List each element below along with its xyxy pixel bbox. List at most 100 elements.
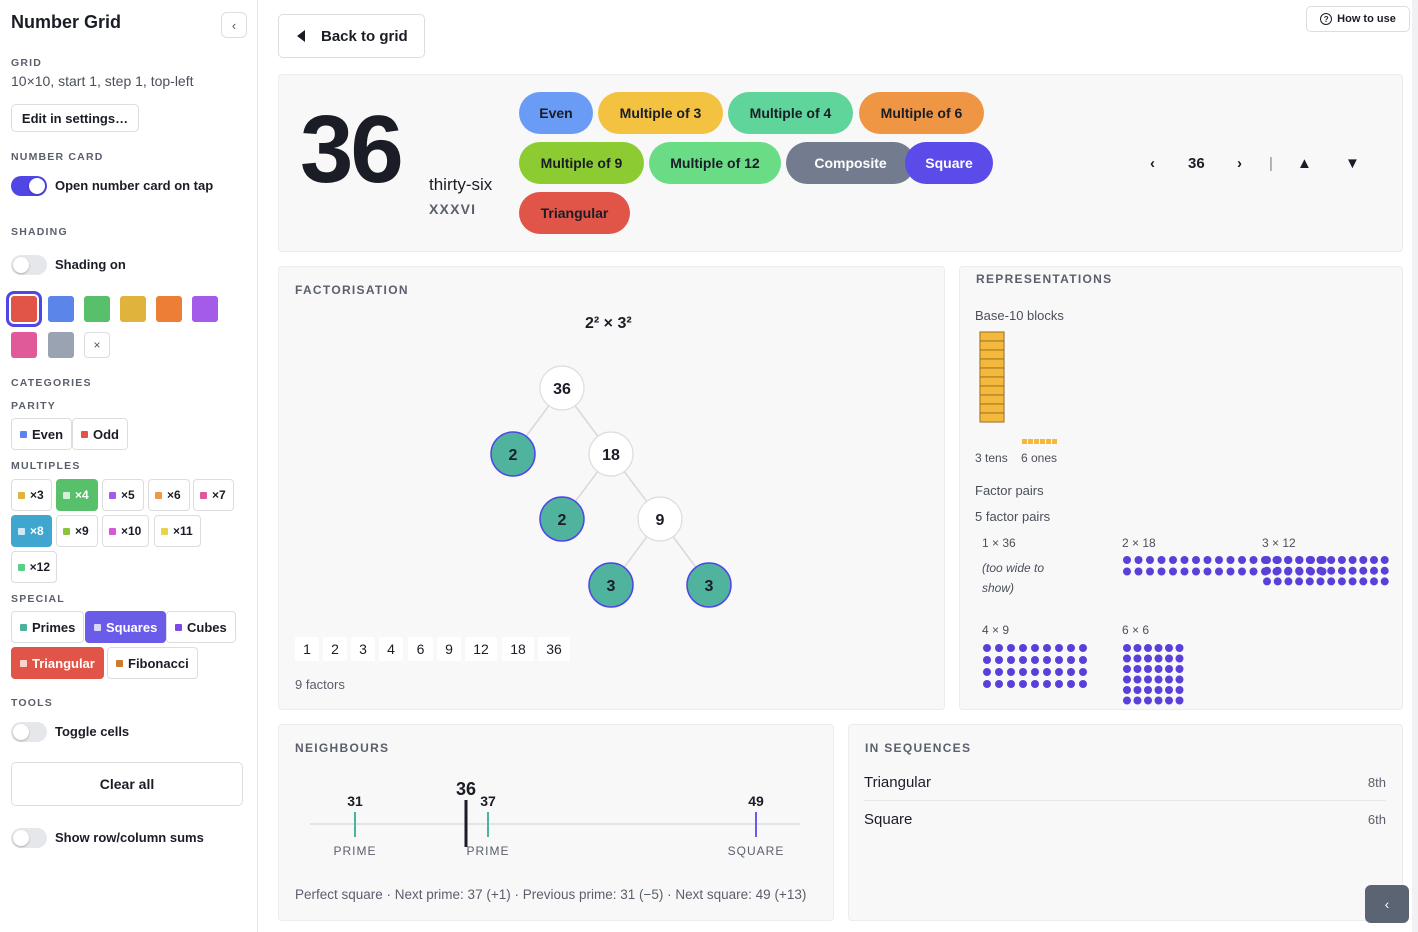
array-dot [1067, 644, 1075, 652]
collapse-sidebar-button[interactable]: ‹ [221, 12, 247, 38]
color-swatch[interactable] [120, 296, 146, 322]
number-roman: XXXVI [429, 201, 477, 217]
color-swatch[interactable] [6, 291, 42, 327]
open-card-toggle[interactable] [11, 176, 47, 196]
ten-rod-unit [979, 385, 1005, 396]
category-chip[interactable]: ×4 [56, 479, 98, 511]
representations-panel: REPRESENTATIONS [959, 266, 1403, 710]
array-dot [1157, 567, 1166, 576]
color-swatch[interactable] [48, 296, 74, 322]
edit-settings-button[interactable]: Edit in settings… [11, 104, 139, 132]
category-chip[interactable]: ×8 [11, 515, 52, 547]
array-dot [1305, 556, 1314, 564]
back-to-grid-button[interactable]: Back to grid [278, 14, 425, 58]
category-chip[interactable]: Triangular [11, 647, 104, 679]
color-swatch[interactable] [192, 296, 218, 322]
too-wide-note: (too wide to show) [982, 561, 1045, 595]
chip-color-dot [63, 491, 70, 499]
array-dot [1380, 556, 1389, 564]
neighbour-value: 49 [748, 793, 764, 809]
array-dot [1123, 567, 1131, 576]
neighbour-tag: PRIME [466, 844, 509, 858]
clear-swatch-button[interactable]: × [84, 332, 110, 358]
neighbours-panel: NEIGHBOURS [278, 724, 834, 921]
array-dot [1263, 556, 1271, 564]
array-dot [1215, 567, 1223, 576]
back-triangle-icon [297, 30, 305, 42]
category-chip[interactable]: Cubes [166, 611, 236, 643]
down-row-button[interactable]: ▼ [1345, 155, 1360, 172]
category-chip[interactable]: Squares [85, 611, 167, 643]
collapse-panel-button[interactable]: ‹ [1365, 885, 1409, 923]
array-dot [1043, 680, 1051, 688]
category-chip[interactable]: ×6 [148, 479, 190, 511]
chevron-left-icon: ‹ [1384, 896, 1390, 912]
array-dot [1165, 665, 1173, 673]
array-dot [1380, 577, 1389, 586]
parity-section-label: PARITY [11, 400, 56, 412]
category-chip[interactable]: ×7 [193, 479, 234, 511]
array-dot [995, 644, 1003, 652]
neighbours-title: NEIGHBOURS [295, 741, 390, 755]
array-dot [1133, 696, 1142, 705]
array-dot [1043, 656, 1051, 664]
category-chip[interactable]: Odd [72, 418, 128, 450]
factorisation-title: FACTORISATION [295, 283, 409, 297]
array-dot [1327, 556, 1336, 564]
array-dot [1316, 556, 1325, 564]
factor-item: 4 [379, 637, 403, 661]
sidebar: Number Grid ‹ GRID 10×10, start 1, step … [0, 0, 258, 932]
array-dot [1348, 577, 1357, 586]
array-dot [1203, 567, 1212, 576]
color-swatch[interactable] [84, 296, 110, 322]
current-number-value: 36 [456, 779, 476, 799]
array-dot [1305, 577, 1314, 586]
array-dot [1007, 644, 1015, 652]
composite-factor-node: 9 [637, 496, 683, 542]
color-swatch[interactable] [156, 296, 182, 322]
array-dot [1134, 556, 1143, 564]
chip-label: ×11 [173, 524, 193, 538]
sequence-name: Triangular [864, 774, 931, 791]
category-chip[interactable]: ×5 [102, 479, 144, 511]
array-dot [1348, 556, 1357, 564]
how-to-use-button[interactable]: ? How to use [1306, 6, 1410, 32]
array-dot [1154, 644, 1163, 652]
chip-label: ×7 [212, 488, 226, 502]
category-chip[interactable]: Even [11, 418, 73, 450]
factor-item: 12 [465, 637, 497, 661]
array-dot [1154, 675, 1163, 684]
array-dot [983, 656, 991, 664]
chip-color-dot [18, 491, 25, 499]
category-chip[interactable]: ×10 [102, 515, 149, 547]
category-chip[interactable]: ×11 [154, 515, 201, 547]
next-number-button[interactable]: › [1237, 155, 1242, 172]
ten-rod-unit [979, 340, 1005, 351]
shading-toggle[interactable] [11, 255, 47, 275]
factorisation-panel: FACTORISATION [278, 266, 945, 710]
array-dot [1263, 577, 1271, 586]
array-dot [1019, 680, 1027, 688]
scrollbar[interactable] [1412, 0, 1418, 932]
category-chip[interactable]: ×3 [11, 479, 52, 511]
array-dot [1169, 567, 1177, 576]
prev-number-button[interactable]: ‹ [1150, 155, 1155, 172]
up-row-button[interactable]: ▲ [1297, 155, 1312, 172]
sequence-rank: 6th [1367, 811, 1386, 827]
array-dot [1123, 696, 1131, 705]
category-chip[interactable]: Fibonacci [107, 647, 198, 679]
category-chip[interactable]: ×12 [11, 551, 57, 583]
category-chip[interactable]: ×9 [56, 515, 98, 547]
array-dot [1019, 668, 1027, 676]
row-sums-toggle[interactable] [11, 828, 47, 848]
chip-color-dot [81, 430, 88, 438]
color-swatch[interactable] [48, 332, 74, 358]
array-dot [1123, 675, 1131, 684]
category-chip[interactable]: Primes [11, 611, 85, 643]
clear-all-button[interactable]: Clear all [11, 762, 243, 806]
toggle-cells-toggle[interactable] [11, 722, 47, 742]
array-dot [1226, 567, 1235, 576]
color-swatch[interactable] [11, 332, 37, 358]
property-tag: Multiple of 4 [728, 92, 853, 134]
factor-pair-count: 5 factor pairs [975, 509, 1051, 524]
